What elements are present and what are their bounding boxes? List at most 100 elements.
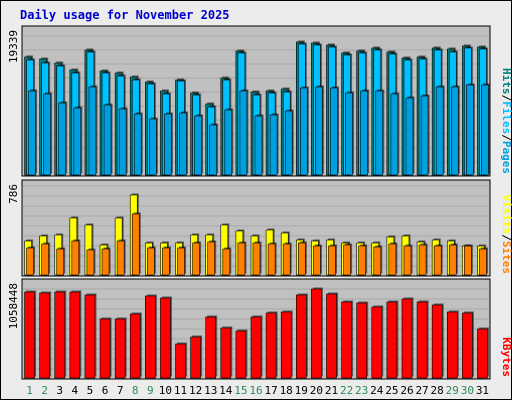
- legend-middle: Visits/Sites: [500, 195, 512, 275]
- bar-pages-day-7: [118, 108, 127, 176]
- day-label-1: 1: [26, 384, 33, 397]
- bar-kbytes-day-24: [371, 306, 383, 379]
- bar-kbytes-day-11: [175, 343, 186, 379]
- bar-pages-day-29: [450, 86, 459, 176]
- day-label-28: 28: [431, 384, 444, 397]
- panel-kbytes: 1058448: [7, 278, 491, 380]
- bar-kbytes-day-6: [99, 318, 111, 379]
- legend-separator: /: [500, 234, 512, 241]
- bar-sites-day-25: [388, 243, 397, 276]
- bar-sites-day-7: [116, 240, 125, 276]
- day-label-20: 20: [310, 384, 323, 397]
- bar-sites-day-31: [479, 248, 487, 276]
- bar-sites-day-6: [101, 248, 110, 276]
- bar-pages-day-22: [345, 92, 353, 176]
- bar-sites-day-27: [418, 244, 427, 276]
- bar-kbytes-day-7: [114, 318, 126, 379]
- day-label-29: 29: [446, 384, 459, 397]
- bar-kbytes-day-21: [326, 293, 337, 379]
- bar-kbytes-day-26: [401, 298, 413, 379]
- legend-item-visits: Visits: [500, 195, 512, 235]
- legend-top: Hits/Files/Pages: [500, 68, 512, 174]
- bar-pages-day-5: [88, 86, 97, 176]
- bar-kbytes-day-8: [129, 313, 141, 379]
- bar-sites-day-21: [328, 245, 336, 276]
- bar-pages-day-15: [239, 90, 248, 176]
- bar-kbytes-day-18: [280, 311, 292, 379]
- panel-hits-files-pages: 19339: [7, 25, 491, 177]
- bar-pages-day-20: [315, 86, 323, 176]
- day-label-17: 17: [264, 384, 277, 397]
- legend-bottom: KBytes: [500, 337, 512, 377]
- bar-kbytes-day-29: [446, 311, 458, 379]
- day-label-23: 23: [355, 384, 368, 397]
- bar-sites-day-14: [222, 248, 231, 276]
- bar-kbytes-day-16: [250, 316, 262, 379]
- bar-sites-day-16: [252, 242, 261, 276]
- day-label-30: 30: [461, 384, 474, 397]
- bar-pages-day-14: [224, 109, 233, 176]
- bar-sites-day-1: [26, 247, 34, 276]
- bar-kbytes-day-27: [416, 301, 428, 379]
- day-label-14: 14: [219, 384, 233, 397]
- bar-sites-day-9: [147, 247, 155, 276]
- bar-pages-day-4: [73, 107, 82, 176]
- day-label-24: 24: [370, 384, 384, 397]
- bar-sites-day-15: [237, 242, 246, 276]
- bar-pages-day-19: [299, 87, 308, 176]
- day-label-25: 25: [385, 384, 398, 397]
- day-label-3: 3: [56, 384, 63, 397]
- bar-pages-day-27: [420, 95, 429, 176]
- day-label-10: 10: [159, 384, 172, 397]
- day-label-19: 19: [295, 384, 308, 397]
- bar-sites-day-8: [131, 213, 140, 276]
- legend-item-files: Files: [500, 101, 512, 134]
- day-label-2: 2: [41, 384, 48, 397]
- legend-item-hits: Hits: [500, 68, 512, 95]
- bar-sites-day-22: [343, 244, 351, 276]
- bar-sites-day-28: [433, 245, 442, 276]
- bar-pages-day-21: [330, 87, 338, 176]
- day-label-18: 18: [280, 384, 293, 397]
- day-label-4: 4: [72, 384, 79, 397]
- day-label-31: 31: [476, 384, 489, 397]
- day-label-8: 8: [132, 384, 139, 397]
- bar-pages-day-1: [28, 90, 36, 176]
- bar-kbytes-day-9: [145, 295, 156, 379]
- bar-pages-day-23: [360, 90, 368, 176]
- day-label-12: 12: [189, 384, 202, 397]
- bar-pages-day-10: [164, 113, 172, 176]
- bar-sites-day-11: [177, 247, 185, 276]
- bar-sites-day-5: [86, 249, 95, 276]
- bar-sites-day-12: [192, 242, 200, 276]
- bar-kbytes-day-19: [295, 294, 307, 379]
- bar-kbytes-day-23: [356, 302, 367, 379]
- panel-visits-sites: 786: [7, 179, 491, 277]
- bar-kbytes-day-30: [462, 312, 473, 379]
- bar-kbytes-day-3: [54, 291, 66, 379]
- bar-kbytes-day-10: [160, 297, 171, 379]
- bar-pages-day-13: [209, 124, 218, 176]
- day-label-26: 26: [400, 384, 413, 397]
- bar-pages-day-26: [405, 97, 414, 176]
- day-label-7: 7: [117, 384, 124, 397]
- day-label-15: 15: [234, 384, 247, 397]
- bar-pages-day-31: [481, 84, 489, 176]
- day-label-13: 13: [204, 384, 217, 397]
- bar-pages-day-24: [375, 90, 384, 176]
- bar-kbytes-day-2: [39, 292, 50, 379]
- bar-kbytes-day-17: [265, 312, 277, 379]
- bar-pages-day-8: [133, 113, 142, 176]
- y-max-label-hits-files-pages: 19339: [7, 30, 20, 63]
- bar-sites-day-10: [162, 247, 170, 276]
- bar-sites-day-4: [71, 240, 80, 276]
- bar-sites-day-29: [448, 244, 457, 276]
- bar-pages-day-30: [466, 84, 474, 176]
- y-max-label-visits-sites: 786: [7, 184, 20, 204]
- day-label-9: 9: [147, 384, 154, 397]
- bar-sites-day-24: [373, 246, 382, 276]
- bar-pages-day-2: [43, 93, 51, 176]
- bar-sites-day-3: [56, 248, 65, 276]
- bar-sites-day-18: [282, 243, 291, 276]
